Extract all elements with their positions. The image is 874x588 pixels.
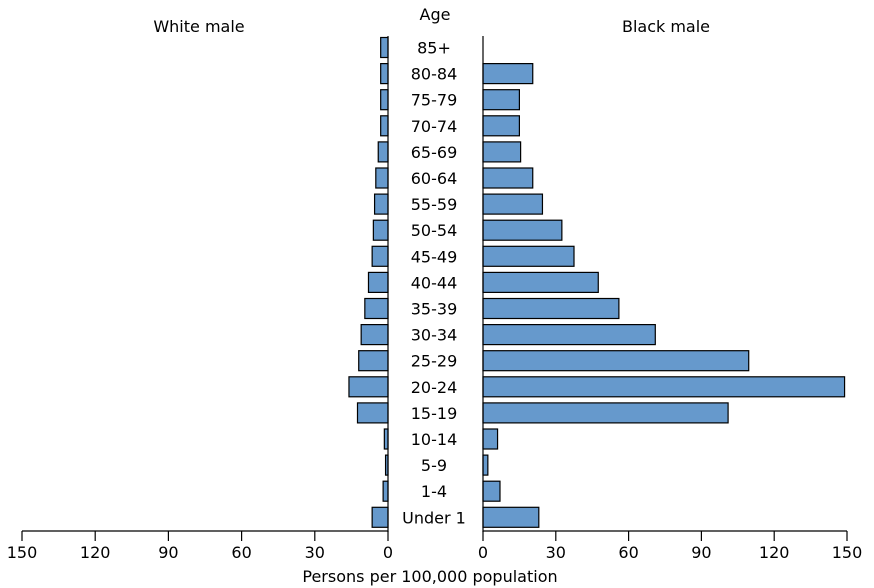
bar-black-male-30-34 [482,324,656,346]
age-label-35-39: 35-39 [411,300,458,319]
bar-white-male-35-39 [364,297,389,320]
left-tick-label: 60 [231,543,251,562]
black-male-bars [482,62,846,528]
bar-black-male-40-44 [482,271,599,293]
age-label-55-59: 55-59 [411,195,458,214]
bar-black-male-1-4 [482,480,501,502]
bar-black-male-10-14 [482,428,499,450]
bar-white-male-15-19 [356,402,389,424]
center-title: Age [420,5,451,24]
bar-white-male-30-34 [360,324,389,346]
age-label-85: 85+ [417,39,451,58]
bar-white-male-40-44 [367,271,389,293]
age-label-30-34: 30-34 [411,326,458,345]
bar-white-male-65-69 [377,141,389,163]
bar-black-male-15-19 [482,402,729,424]
white-male-bars [348,36,389,528]
age-label-80-84: 80-84 [411,65,458,84]
age-label-25-29: 25-29 [411,352,458,371]
age-label-75-79: 75-79 [411,91,458,110]
series-label-white-male: White male [153,17,244,36]
bar-black-male-under-1 [482,506,540,528]
age-label-65-69: 65-69 [411,143,458,162]
x-axis-title: Persons per 100,000 population [302,567,557,586]
right-tick-label: 60 [618,543,638,562]
bar-white-male-1-4 [382,480,389,502]
age-label-under-1: Under 1 [402,508,466,527]
bar-black-male-35-39 [482,297,620,320]
left-tick-label: 120 [80,543,111,562]
bar-white-male-55-59 [373,193,389,215]
left-tick-label: 30 [305,543,325,562]
age-category-labels: 85+ 80-84 75-79 70-74 65-69 60-64 55-59 50-54 45… [402,39,466,528]
bar-black-male-5-9 [482,454,489,476]
bar-black-male-60-64 [482,167,534,189]
left-tick-label: 0 [383,543,393,562]
bar-black-male-65-69 [482,141,522,163]
series-label-black-male: Black male [622,17,710,36]
bar-white-male-20-24 [348,376,389,398]
right-tick-label: 0 [478,543,488,562]
age-label-45-49: 45-49 [411,247,458,266]
age-label-50-54: 50-54 [411,221,458,240]
right-tick-label: 120 [759,543,790,562]
bar-white-male-under-1 [371,506,389,528]
bar-white-male-85 [380,36,389,59]
age-label-5-9: 5-9 [421,456,447,475]
bar-white-male-75-79 [380,89,389,111]
age-label-40-44: 40-44 [411,273,458,292]
right-tick-label: 150 [832,543,863,562]
age-label-1-4: 1-4 [421,482,447,501]
bar-black-male-45-49 [482,245,575,267]
age-label-60-64: 60-64 [411,169,458,188]
left-x-axis: 150 120 90 60 30 0 [7,530,393,562]
bar-white-male-70-74 [380,115,389,137]
right-tick-label: 30 [546,543,566,562]
bar-black-male-20-24 [482,376,846,398]
left-tick-label: 90 [158,543,178,562]
left-tick-label: 150 [7,543,38,562]
right-tick-label: 90 [691,543,711,562]
bar-white-male-80-84 [380,62,389,85]
age-label-15-19: 15-19 [411,404,458,423]
bar-white-male-25-29 [358,350,389,372]
bar-white-male-60-64 [375,167,389,189]
bar-black-male-70-74 [482,115,521,137]
bar-white-male-45-49 [371,245,389,267]
age-label-10-14: 10-14 [411,430,458,449]
age-label-70-74: 70-74 [411,117,458,136]
age-label-20-24: 20-24 [411,378,458,397]
bar-black-male-50-54 [482,219,563,241]
bar-black-male-75-79 [482,89,521,111]
bar-white-male-50-54 [372,219,389,241]
bar-black-male-80-84 [482,62,534,85]
bar-black-male-55-59 [482,193,544,215]
right-x-axis: 0 30 60 90 120 150 [478,530,863,562]
bar-black-male-25-29 [482,350,750,372]
